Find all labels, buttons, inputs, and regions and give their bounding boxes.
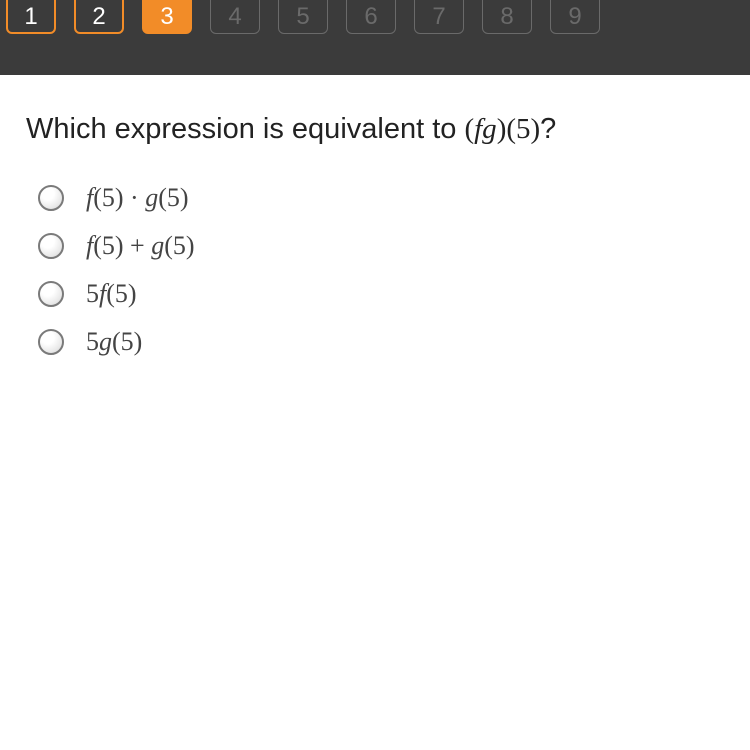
option-2[interactable]: f(5) + g(5) [38,231,724,261]
nav-question-8[interactable]: 8 [482,0,532,34]
answer-options: f(5) · g(5) f(5) + g(5) 5f(5) 5g(5) [26,183,724,357]
option-text: 5f(5) [86,279,137,309]
nav-question-7[interactable]: 7 [414,0,464,34]
radio-button[interactable] [38,281,64,307]
option-3[interactable]: 5f(5) [38,279,724,309]
radio-button[interactable] [38,329,64,355]
nav-question-2[interactable]: 2 [74,0,124,34]
option-text: 5g(5) [86,327,142,357]
nav-question-1[interactable]: 1 [6,0,56,34]
question-suffix: ? [540,113,556,145]
option-4[interactable]: 5g(5) [38,327,724,357]
nav-question-6[interactable]: 6 [346,0,396,34]
question-content: Which expression is equivalent to (fg)(5… [0,75,750,393]
radio-button[interactable] [38,185,64,211]
option-text: f(5) + g(5) [86,231,195,261]
nav-question-3[interactable]: 3 [142,0,192,34]
option-1[interactable]: f(5) · g(5) [38,183,724,213]
radio-button[interactable] [38,233,64,259]
question-text: Which expression is equivalent to (fg)(5… [26,111,724,149]
nav-question-5[interactable]: 5 [278,0,328,34]
option-text: f(5) · g(5) [86,183,189,213]
question-math: (fg)(5) [464,113,540,145]
question-prefix: Which expression is equivalent to [26,113,464,145]
question-nav-bar: 123456789 [0,0,750,75]
nav-question-4[interactable]: 4 [210,0,260,34]
nav-question-9[interactable]: 9 [550,0,600,34]
